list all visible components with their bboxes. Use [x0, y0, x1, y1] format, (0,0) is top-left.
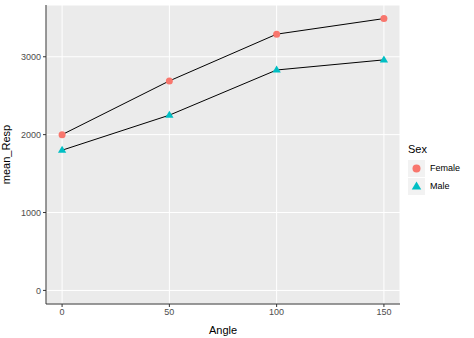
svg-text:mean_Resp: mean_Resp [8, 125, 12, 184]
svg-text:2000: 2000 [21, 130, 41, 140]
html-text:Female: Female [430, 163, 460, 173]
svg-text:3000: 3000 [21, 52, 41, 62]
svg-text:1000: 1000 [21, 208, 41, 218]
svg-text:Angle: Angle [209, 324, 237, 336]
svg-text:0: 0 [60, 307, 65, 317]
svg-text:150: 150 [376, 307, 391, 317]
svg-text:100: 100 [269, 307, 284, 317]
svg-text:50: 50 [164, 307, 174, 317]
html-text:Sex: Sex [408, 143, 427, 155]
html-text:Male: Male [430, 181, 450, 191]
svg-text:0: 0 [36, 286, 41, 296]
